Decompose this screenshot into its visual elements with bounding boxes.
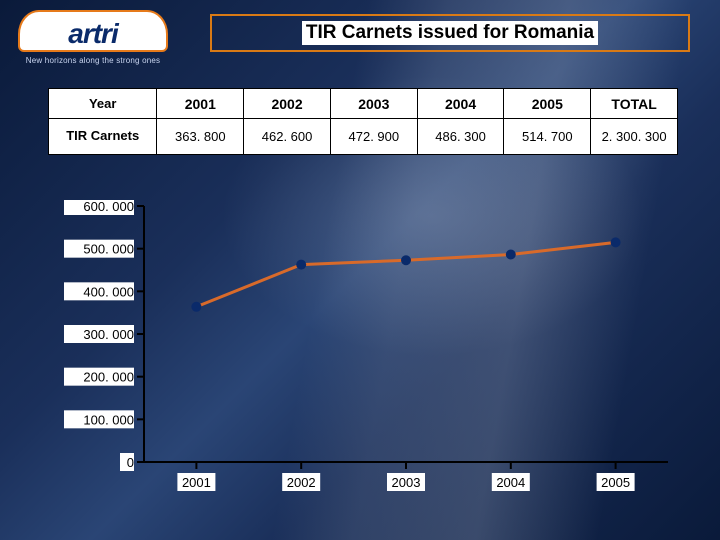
table-header-row: Year 2001 2002 2003 2004 2005 TOTAL [49, 89, 678, 119]
logo: artri [18, 10, 168, 52]
table-cell: 514. 700 [504, 119, 591, 155]
y-axis-label: 100. 000 [83, 412, 134, 427]
y-axis-label: 0 [127, 455, 134, 470]
table-cell: 2. 300. 300 [591, 119, 678, 155]
logo-tagline: New horizons along the strong ones [26, 56, 160, 65]
y-axis-label: 200. 000 [83, 370, 134, 385]
y-axis-label: 600. 000 [83, 200, 134, 214]
table-col-header: 2004 [417, 89, 504, 119]
data-table: Year 2001 2002 2003 2004 2005 TOTAL TIR … [48, 88, 678, 155]
title-box: TIR Carnets issued for Romania [210, 14, 690, 52]
table-col-header: 2003 [330, 89, 417, 119]
series-marker [401, 255, 411, 265]
y-axis-label: 300. 000 [83, 327, 134, 342]
series-marker [611, 237, 621, 247]
table-data-row: TIR Carnets 363. 800 462. 600 472. 900 4… [49, 119, 678, 155]
table-cell: 363. 800 [157, 119, 244, 155]
x-axis-label: 2003 [392, 475, 421, 490]
table-cell: 472. 900 [330, 119, 417, 155]
series-line [196, 242, 615, 306]
table-cell: 462. 600 [244, 119, 331, 155]
line-chart: 0 100. 000 200. 000 300. 000 400. 000 500. 00… [48, 200, 678, 510]
table-row-label: TIR Carnets [49, 119, 157, 155]
table-row-label: Year [49, 89, 157, 119]
table-col-header: 2001 [157, 89, 244, 119]
y-axis-label: 400. 000 [83, 284, 134, 299]
x-axis-label: 2005 [601, 475, 630, 490]
table-col-header: TOTAL [591, 89, 678, 119]
series-marker [296, 260, 306, 270]
logo-arc [26, 10, 164, 34]
x-axis-label: 2002 [287, 475, 316, 490]
logo-block: artri New horizons along the strong ones [18, 10, 168, 65]
x-axis-label: 2004 [496, 475, 525, 490]
table-cell: 486. 300 [417, 119, 504, 155]
series-marker [191, 302, 201, 312]
chart-svg: 0 100. 000 200. 000 300. 000 400. 000 500. 00… [48, 200, 678, 510]
table-col-header: 2002 [244, 89, 331, 119]
table-col-header: 2005 [504, 89, 591, 119]
series-marker [506, 250, 516, 260]
page-title: TIR Carnets issued for Romania [302, 21, 598, 45]
y-axis-label: 500. 000 [83, 242, 134, 257]
x-axis-label: 2001 [182, 475, 211, 490]
